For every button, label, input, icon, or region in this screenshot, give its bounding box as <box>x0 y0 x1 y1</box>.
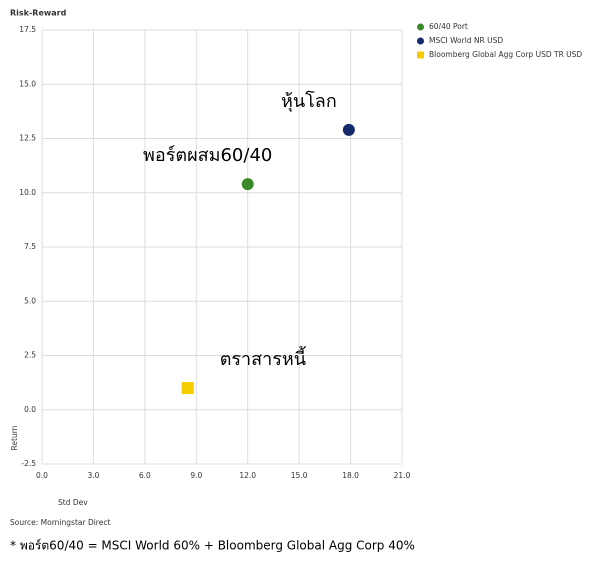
y-tick-label: 15.0 <box>19 79 36 88</box>
y-tick-label: 2.5 <box>24 351 36 360</box>
x-tick-label: 6.0 <box>139 471 151 480</box>
annotation: พอร์ตผสม60/40 <box>143 145 272 166</box>
x-tick-label: 12.0 <box>239 471 256 480</box>
footnote: * พอร์ต60/40 = MSCI World 60% + Bloomber… <box>10 539 415 553</box>
y-tick-label: 7.5 <box>24 242 36 251</box>
legend-marker <box>417 51 424 59</box>
x-tick-label: 3.0 <box>87 471 99 480</box>
point <box>241 178 254 191</box>
annotation: หุ้นโลก <box>281 90 337 112</box>
legend-label: MSCI World NR USD <box>429 36 503 45</box>
x-tick-label: 18.0 <box>342 471 359 480</box>
y-tick-label: 5.0 <box>24 296 36 305</box>
legend-label: Bloomberg Global Agg Corp USD TR USD <box>429 50 582 59</box>
y-tick-label: -2.5 <box>21 459 36 468</box>
y-axis-label: Return <box>10 425 19 450</box>
chart-title: Risk-Reward <box>10 9 67 18</box>
point <box>342 123 355 136</box>
x-axis-label: Std Dev <box>58 498 88 507</box>
y-tick-label: 10.0 <box>19 188 36 197</box>
legend-marker <box>417 23 424 31</box>
x-tick-label: 15.0 <box>291 471 308 480</box>
point <box>181 382 194 395</box>
x-tick-label: 21.0 <box>394 471 411 480</box>
x-tick-label: 0.0 <box>36 471 48 480</box>
source: Source: Morningstar Direct <box>10 518 110 527</box>
y-tick-label: 0.0 <box>24 405 36 414</box>
legend-label: 60/40 Port <box>429 22 468 31</box>
annotation: ตราสารหนี้ <box>220 346 307 370</box>
x-tick-label: 9.0 <box>190 471 202 480</box>
y-tick-label: 12.5 <box>19 134 36 143</box>
legend-marker <box>417 37 424 45</box>
y-tick-label: 17.5 <box>19 25 36 34</box>
